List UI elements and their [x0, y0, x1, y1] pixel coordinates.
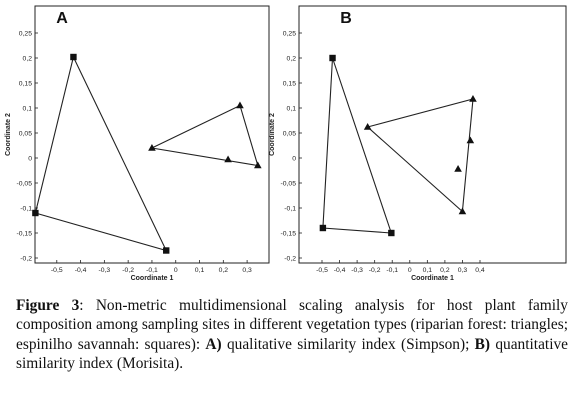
- square-point: [319, 224, 327, 232]
- y-axis-label: Coordinate 2: [5, 113, 12, 156]
- y-tick-label: 0: [292, 156, 296, 163]
- y-tick-label: 0,05: [283, 131, 296, 138]
- square-point: [163, 247, 170, 254]
- triangle-hull-line: [150, 104, 259, 167]
- y-tick-label: 0,25: [19, 31, 32, 38]
- y-tick-label: -0,15: [17, 231, 33, 238]
- square-point: [32, 209, 39, 217]
- y-tick-label: -0,15: [281, 231, 297, 238]
- panel-a: A 0,25 0,2 0,15 0,1 0,05 0 -0,05 -0,1 -0,15 -0,2 -0…: [5, 5, 270, 282]
- x-tick-label: -0,5: [316, 267, 328, 274]
- x-axis-label: Coordinate 1: [411, 275, 454, 282]
- caption-text-3: quantitative similarity index (Morisita)…: [16, 335, 568, 373]
- y-tick-label: -0,2: [20, 256, 32, 263]
- y-tick-label: -0,1: [20, 206, 32, 213]
- panel-b: B 0,25 0,2 0,15 0,1 0,05 0 -0,05 -0,1 -0,15 -0,2 -0…: [269, 5, 567, 282]
- square-hull-line: [34, 55, 168, 252]
- y-tick-label: 0,2: [23, 56, 33, 63]
- caption-label-a: A): [205, 335, 222, 353]
- x-tick-label: 0,2: [219, 267, 229, 274]
- y-tick-label: -0,05: [281, 181, 297, 188]
- triangle-point: [236, 101, 244, 109]
- y-tick-label: 0,2: [287, 56, 297, 63]
- y-tick-label: 0,15: [19, 81, 32, 88]
- panel-b-label: B: [340, 10, 352, 27]
- x-tick-label: -0,3: [351, 267, 363, 274]
- triangle-hull-line: [366, 98, 474, 213]
- caption-text-1: : Non-metric multidimensional scaling an…: [16, 297, 568, 353]
- triangle-point: [363, 123, 372, 130]
- y-tick-label: 0,1: [287, 106, 297, 113]
- square-point: [70, 53, 77, 61]
- triangle-point: [254, 161, 262, 169]
- x-tick-label: -0,4: [75, 267, 87, 274]
- square-hull-line: [322, 57, 393, 234]
- x-tick-label: 0: [408, 267, 412, 274]
- x-tick-label: -0,4: [334, 267, 346, 274]
- x-axis-label: Coordinate 1: [131, 275, 174, 282]
- y-tick-label: -0,1: [284, 206, 296, 213]
- y-tick-label: -0,05: [17, 181, 33, 188]
- x-tick-label: -0,5: [51, 267, 63, 274]
- x-tick-label: 0,1: [423, 267, 433, 274]
- x-tick-label: -0,2: [122, 267, 134, 274]
- caption-figure-label: Figure 3: [16, 297, 80, 314]
- figure-area: A 0,25 0,2 0,15 0,1 0,05 0 -0,05 -0,1 -0,15 -0,2 -0…: [5, 5, 567, 282]
- triangle-point: [469, 95, 477, 102]
- y-tick-label: 0: [28, 156, 32, 163]
- y-tick-label: 0,15: [283, 81, 296, 88]
- figure-caption: Figure 3: Non-metric multidimensional sc…: [16, 296, 568, 374]
- x-tick-label: 0,3: [242, 267, 252, 274]
- y-axis-label: Coordinate 2: [269, 113, 276, 156]
- y-tick-label: 0,25: [283, 31, 296, 38]
- triangle-point: [148, 144, 156, 151]
- x-tick-label: 0,1: [195, 267, 205, 274]
- x-tick-label: -0,3: [99, 267, 111, 274]
- panel-b-frame: [298, 5, 567, 264]
- panel-a-label: A: [56, 10, 68, 27]
- y-tick-label: 0,05: [19, 131, 32, 138]
- caption-text-2: qualitative similarity index (Simpson);: [221, 335, 475, 353]
- x-tick-label: -0,2: [369, 267, 381, 274]
- x-tick-label: 0,3: [458, 267, 468, 274]
- y-tick-label: -0,2: [284, 256, 296, 263]
- x-tick-label: 0,4: [475, 267, 485, 274]
- triangle-point: [224, 155, 232, 163]
- triangle-point: [454, 165, 462, 172]
- y-tick-label: 0,1: [23, 106, 33, 113]
- square-point: [329, 54, 336, 62]
- x-tick-label: -0,1: [146, 267, 158, 274]
- caption-label-b: B): [474, 335, 491, 353]
- x-tick-label: 0,2: [440, 267, 450, 274]
- x-tick-label: 0: [174, 267, 178, 274]
- square-point: [388, 229, 395, 237]
- triangle-point: [458, 207, 467, 215]
- panel-a-frame: [34, 5, 270, 264]
- triangle-point: [466, 136, 475, 144]
- x-tick-label: -0,1: [386, 267, 398, 274]
